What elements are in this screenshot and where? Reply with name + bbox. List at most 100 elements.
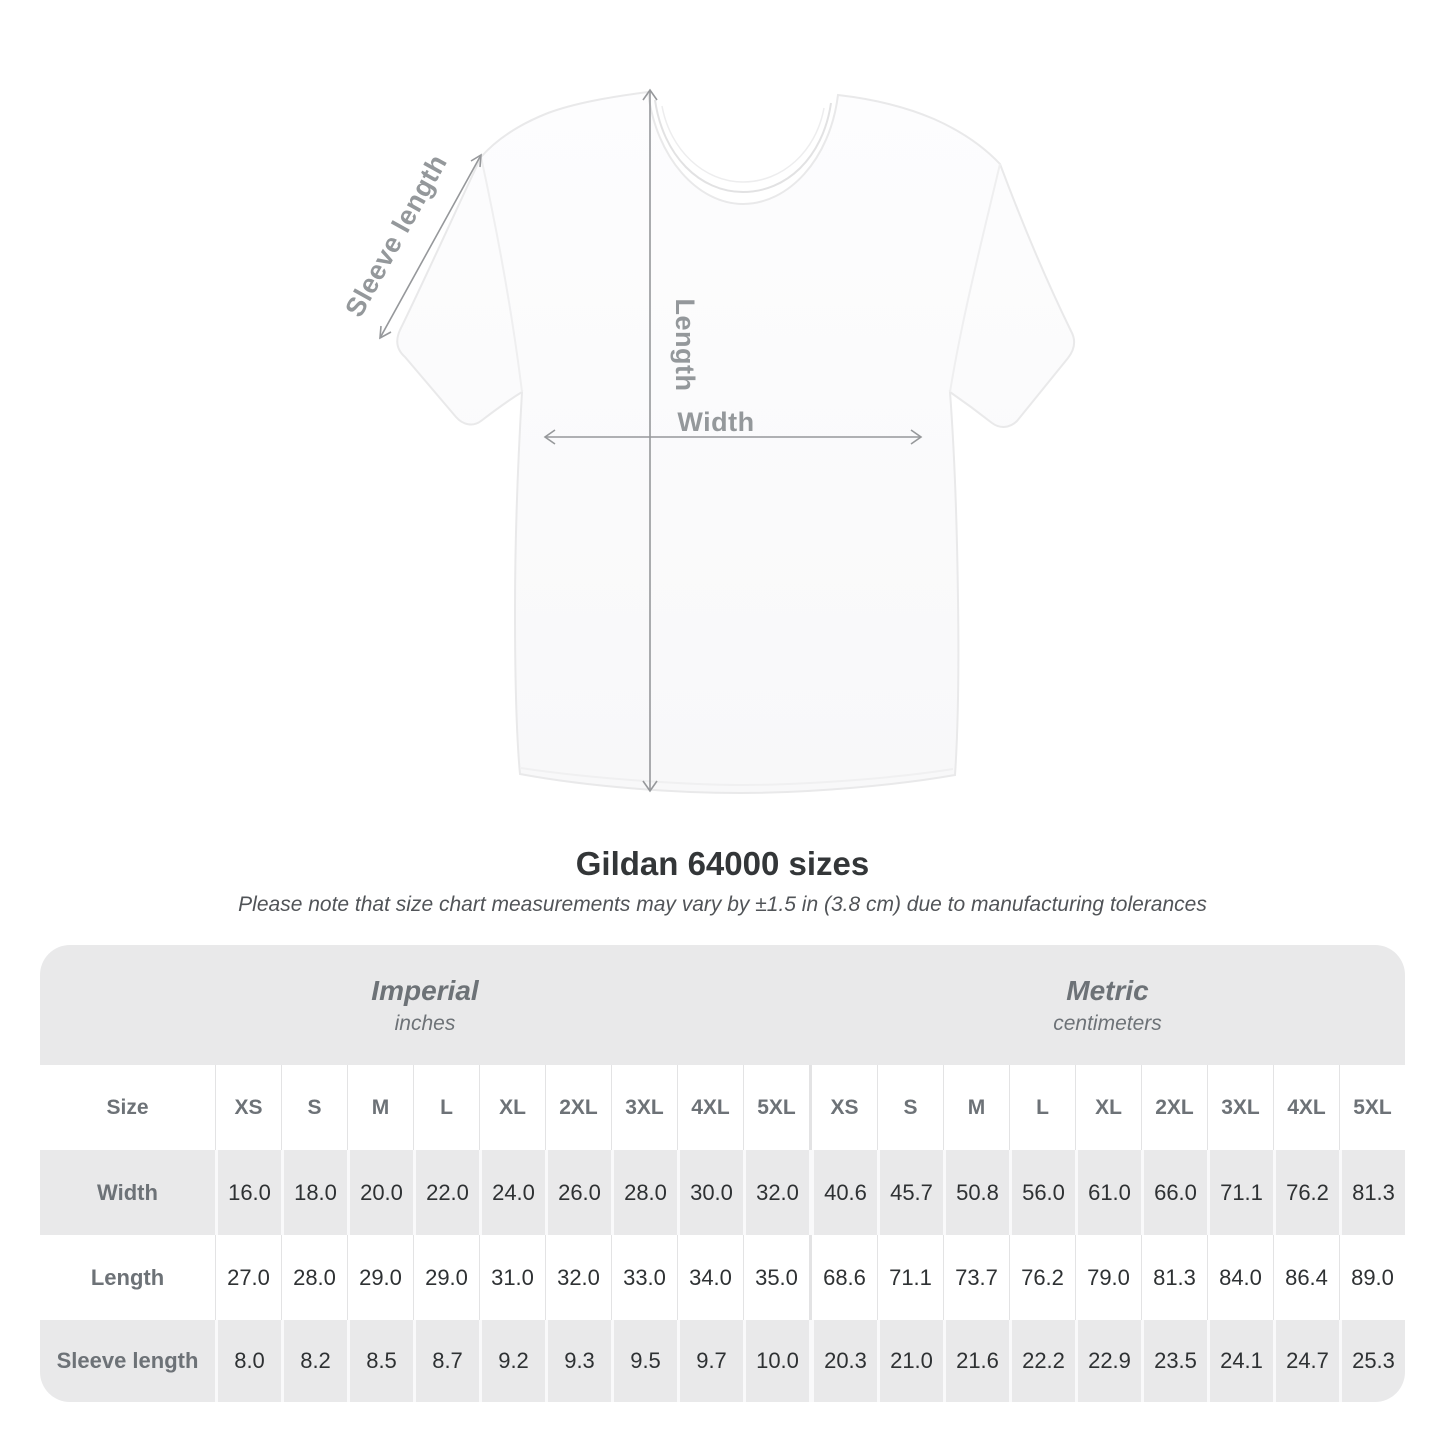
table-header-row: Size XS S M L XL 2XL 3XL 4XL 5XL XS S M L XL 2XL 3XL 4XL 5… xyxy=(40,1065,1405,1150)
table-cell: 89.0 xyxy=(1339,1235,1405,1320)
size-column-header: 2XL xyxy=(1141,1065,1207,1150)
page-title: Gildan 64000 sizes xyxy=(575,845,870,882)
size-column-header: 4XL xyxy=(1273,1065,1339,1150)
unit-section-band: Imperial inches Metric centimeters xyxy=(40,945,1405,1065)
table-cell: 8.5 xyxy=(347,1320,413,1402)
size-column-header: 4XL xyxy=(677,1065,743,1150)
table-cell: 24.7 xyxy=(1273,1320,1339,1402)
table-cell: 73.7 xyxy=(943,1235,1009,1320)
table-cell: 9.7 xyxy=(677,1320,743,1402)
table-cell: 35.0 xyxy=(743,1235,809,1320)
row-label: Sleeve length xyxy=(56,1348,199,1373)
collar-ribbing xyxy=(654,99,832,194)
metric-section-header: Metric centimeters xyxy=(810,945,1405,1065)
imperial-unit: inches xyxy=(394,1011,456,1035)
size-column-header: 3XL xyxy=(611,1065,677,1150)
size-column-header: M xyxy=(943,1065,1009,1150)
tolerance-note: Please note that size chart measurements… xyxy=(238,893,1207,916)
table-cell: 27.0 xyxy=(215,1235,281,1320)
table-cell: 29.0 xyxy=(347,1235,413,1320)
table-cell: 28.0 xyxy=(281,1235,347,1320)
table-row: Width 16.0 18.0 20.0 22.0 24.0 26.0 28.0 30.0 32.… xyxy=(40,1150,1405,1235)
table-cell: 9.3 xyxy=(545,1320,611,1402)
size-column-header: XL xyxy=(1075,1065,1141,1150)
table-cell: 16.0 xyxy=(215,1150,281,1235)
table-row: Length 27.0 28.0 29.0 29.0 31.0 32.0 33.0 34.0 35… xyxy=(40,1235,1405,1320)
table-cell: 20.0 xyxy=(347,1150,413,1235)
table-cell: 68.6 xyxy=(809,1235,877,1320)
imperial-section-header: Imperial inches xyxy=(40,945,810,1065)
table-rows: Size XS S M L XL 2XL 3XL 4XL 5XL XS S M L XL 2XL 3XL 4XL 5… xyxy=(40,1065,1405,1402)
table-cell: 28.0 xyxy=(611,1150,677,1235)
table-cell: 21.0 xyxy=(877,1320,943,1402)
table-cell: 22.9 xyxy=(1075,1320,1141,1402)
size-column-header: S xyxy=(877,1065,943,1150)
table-cell: 22.2 xyxy=(1009,1320,1075,1402)
size-column-header: 5XL xyxy=(1339,1065,1405,1150)
table-cell: 22.0 xyxy=(413,1150,479,1235)
table-cell: 76.2 xyxy=(1273,1150,1339,1235)
table-cell: 86.4 xyxy=(1273,1235,1339,1320)
table-cell: 9.2 xyxy=(479,1320,545,1402)
table-cell: 8.7 xyxy=(413,1320,479,1402)
table-cell: 24.0 xyxy=(479,1150,545,1235)
table-cell: 26.0 xyxy=(545,1150,611,1235)
table-cell: 81.3 xyxy=(1141,1235,1207,1320)
width-arrow xyxy=(543,429,923,445)
length-label: Length xyxy=(670,299,700,392)
table-cell: 24.1 xyxy=(1207,1320,1273,1402)
size-column-header: L xyxy=(413,1065,479,1150)
table-cell: 29.0 xyxy=(413,1235,479,1320)
table-cell: 25.3 xyxy=(1339,1320,1405,1402)
table-cell: 10.0 xyxy=(743,1320,809,1402)
width-label: Width xyxy=(677,407,754,437)
table-cell: 34.0 xyxy=(677,1235,743,1320)
imperial-title: Imperial xyxy=(371,974,479,1006)
table-cell: 79.0 xyxy=(1075,1235,1141,1320)
table-cell: 40.6 xyxy=(809,1150,877,1235)
table-cell: 23.5 xyxy=(1141,1320,1207,1402)
size-column-header: XS xyxy=(809,1065,877,1150)
size-column-header: M xyxy=(347,1065,413,1150)
size-table: Imperial inches Metric centimeters Size X… xyxy=(40,945,1405,1402)
row-label: Length xyxy=(90,1264,165,1290)
table-cell: 84.0 xyxy=(1207,1235,1273,1320)
size-column-header: L xyxy=(1009,1065,1075,1150)
table-cell: 21.6 xyxy=(943,1320,1009,1402)
size-column-header: 3XL xyxy=(1207,1065,1273,1150)
table-cell: 50.8 xyxy=(943,1150,1009,1235)
size-column-header: 2XL xyxy=(545,1065,611,1150)
table-cell: 45.7 xyxy=(877,1150,943,1235)
table-cell: 71.1 xyxy=(1207,1150,1273,1235)
size-column-header: S xyxy=(281,1065,347,1150)
table-cell: 31.0 xyxy=(479,1235,545,1320)
length-arrow xyxy=(642,88,658,793)
table-cell: 61.0 xyxy=(1075,1150,1141,1235)
table-cell: 33.0 xyxy=(611,1235,677,1320)
size-column-header: XL xyxy=(479,1065,545,1150)
table-cell: 76.2 xyxy=(1009,1235,1075,1320)
table-row: Sleeve length 8.0 8.2 8.5 8.7 9.2 9.3 9.5 9.7 10.… xyxy=(40,1320,1405,1402)
table-cell: 56.0 xyxy=(1009,1150,1075,1235)
table-cell: 20.3 xyxy=(809,1320,877,1402)
shirt-diagram-svg: Sleeve length Length Width xyxy=(339,88,1076,795)
table-cell: 71.1 xyxy=(877,1235,943,1320)
sleeve-length-arrow xyxy=(379,153,482,340)
metric-title: Metric xyxy=(1066,974,1149,1006)
size-column-header: Size xyxy=(106,1095,149,1119)
metric-unit: centimeters xyxy=(1053,1011,1162,1035)
table-cell: 32.0 xyxy=(743,1150,809,1235)
shirt-measurement-diagram: Sleeve length Length Width xyxy=(300,40,1120,840)
table-cell: 9.5 xyxy=(611,1320,677,1402)
size-column-header: 5XL xyxy=(743,1065,809,1150)
tshirt-illustration xyxy=(396,90,1076,795)
table-cell: 30.0 xyxy=(677,1150,743,1235)
table-cell: 32.0 xyxy=(545,1235,611,1320)
table-cell: 81.3 xyxy=(1339,1150,1405,1235)
row-label: Width xyxy=(97,1179,158,1205)
size-column-header: XS xyxy=(215,1065,281,1150)
table-cell: 66.0 xyxy=(1141,1150,1207,1235)
table-cell: 18.0 xyxy=(281,1150,347,1235)
table-cell: 8.0 xyxy=(215,1320,281,1402)
